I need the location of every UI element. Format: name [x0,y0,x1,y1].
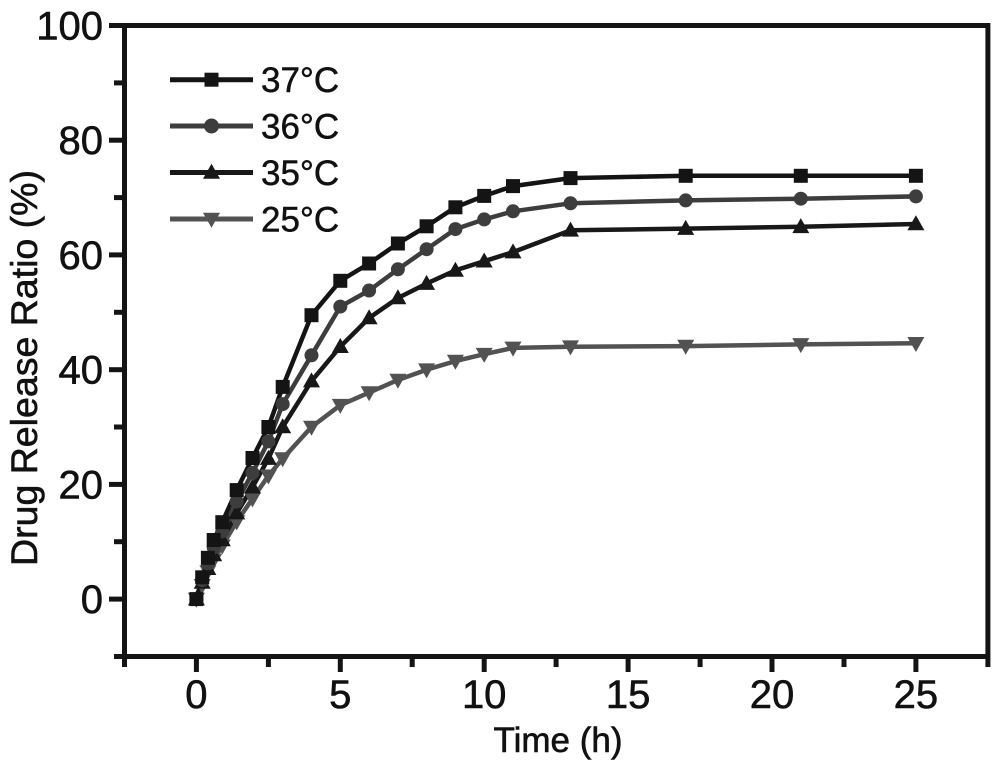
svg-text:40: 40 [59,349,104,393]
svg-text:25°C: 25°C [261,201,339,240]
svg-text:Time (h): Time (h) [494,721,623,760]
svg-text:20: 20 [59,463,104,507]
svg-text:35°C: 35°C [261,154,339,193]
svg-text:Drug Release Ratio (%): Drug Release Ratio (%) [3,170,45,566]
svg-text:100: 100 [36,5,103,49]
svg-text:5: 5 [329,673,351,717]
svg-text:60: 60 [59,234,104,278]
svg-text:0: 0 [185,673,207,717]
svg-text:80: 80 [59,119,104,163]
svg-text:15: 15 [606,673,651,717]
svg-text:0: 0 [81,578,103,622]
svg-text:20: 20 [750,673,795,717]
svg-text:10: 10 [462,673,507,717]
svg-text:37°C: 37°C [261,61,339,100]
svg-text:36°C: 36°C [261,108,339,147]
svg-text:25: 25 [894,673,939,717]
